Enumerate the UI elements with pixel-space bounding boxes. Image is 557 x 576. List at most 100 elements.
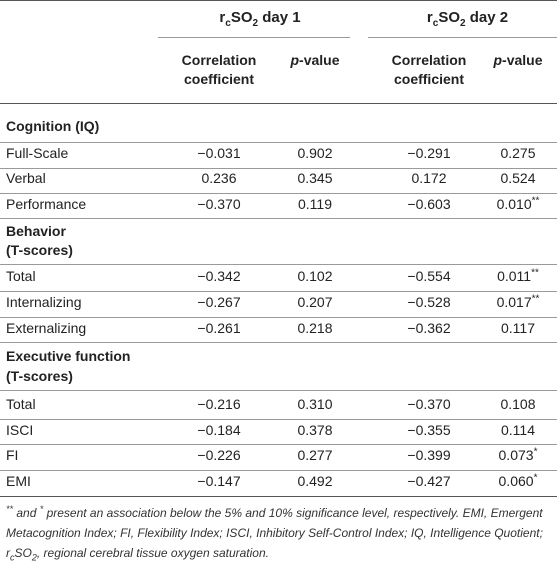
p-day1-value: 0.277 bbox=[297, 447, 333, 463]
header-bottom-rule bbox=[0, 103, 557, 104]
corr-day2-value: −0.362 bbox=[407, 320, 451, 336]
p-day2-number: 0.114 bbox=[501, 422, 535, 438]
footnote-sub1: c bbox=[10, 552, 15, 563]
footnote-text3: , regional cerebral tissue oxygen satura… bbox=[36, 546, 269, 560]
p-day2-number: 0.060 bbox=[498, 473, 534, 489]
section-title-executive-sub: (T-scores) bbox=[6, 368, 73, 384]
p-day2-number: 0.117 bbox=[501, 320, 535, 336]
footnote-mark2: * bbox=[39, 504, 44, 514]
row-label: FI bbox=[6, 447, 19, 463]
row-label: Externalizing bbox=[6, 320, 87, 336]
row-rule bbox=[0, 444, 557, 445]
group-header-day2: rcSO2 day 2 bbox=[385, 8, 550, 29]
group2-mid: SO bbox=[438, 9, 460, 26]
p-day2-number: 0.275 bbox=[500, 145, 536, 161]
row-rule bbox=[0, 419, 557, 420]
p-day1-value: 0.378 bbox=[297, 422, 333, 438]
p-day2-value: 0.524 bbox=[482, 170, 554, 187]
section-title-behavior-sub: (T-scores) bbox=[6, 242, 73, 258]
row-rule bbox=[0, 193, 557, 194]
significance-mark: * bbox=[533, 472, 538, 484]
p-day1-value: 0.902 bbox=[297, 145, 333, 161]
p-day2-prefix: p bbox=[493, 52, 503, 68]
footnote-mark1: ** bbox=[6, 504, 14, 514]
p-day1-value: 0.102 bbox=[297, 268, 333, 284]
corr-day2-value: −0.554 bbox=[407, 268, 451, 284]
p-day2-value: 0.275 bbox=[482, 145, 554, 162]
bottom-rule bbox=[0, 496, 557, 497]
section-title-cognition: Cognition (IQ) bbox=[6, 118, 100, 134]
col-header-corr-day2: Correlation coefficient bbox=[368, 51, 490, 89]
section-title-behavior: Behavior bbox=[6, 223, 66, 239]
col-header-p-day2: p-value bbox=[482, 51, 554, 70]
p-day2-value: 0.117 bbox=[482, 320, 554, 337]
corr-day1-value: −0.342 bbox=[197, 268, 241, 284]
corr-day1-value: −0.226 bbox=[197, 447, 241, 463]
corr-day1-value: −0.031 bbox=[197, 145, 241, 161]
row-label: ISCI bbox=[6, 422, 34, 438]
group1-mid: SO bbox=[230, 9, 253, 26]
row-label: Total bbox=[6, 268, 36, 284]
row-label: Performance bbox=[6, 196, 87, 212]
p-day2-number: 0.011 bbox=[497, 268, 532, 284]
footnote-text2: SO bbox=[14, 546, 32, 560]
group1-pre: r bbox=[219, 9, 226, 26]
group2-sub2: 2 bbox=[460, 18, 466, 29]
p-day1-value: 0.119 bbox=[298, 196, 332, 212]
p-day1-value: 0.345 bbox=[297, 170, 333, 186]
p-day1-value: 0.218 bbox=[297, 320, 333, 336]
p-day2-number: 0.010 bbox=[496, 196, 532, 212]
corr-day1-line1: Correlation bbox=[181, 52, 257, 68]
p-day1-value: 0.492 bbox=[297, 473, 333, 489]
p-day2-number: 0.524 bbox=[500, 170, 536, 186]
corr-day1-value: 0.236 bbox=[201, 170, 237, 186]
corr-day2-value: −0.427 bbox=[407, 473, 451, 489]
group2-post: day 2 bbox=[465, 9, 509, 26]
corr-day1-value: −0.184 bbox=[197, 422, 241, 438]
corr-day2-value: −0.291 bbox=[407, 145, 451, 161]
corr-day2-value: −0.355 bbox=[407, 422, 451, 438]
p-day2-value: 0.108 bbox=[482, 396, 554, 413]
corr-day2-line2: coefficient bbox=[393, 71, 464, 87]
group2-sub: c bbox=[432, 18, 439, 29]
col-header-p-day1: p-value bbox=[280, 51, 350, 70]
footnote-text1: present an association below the 5% and … bbox=[6, 506, 543, 560]
row-label: Full-Scale bbox=[6, 145, 69, 161]
group1-rule bbox=[158, 37, 350, 38]
col-header-corr-day1: Correlation coefficient bbox=[158, 51, 280, 89]
corr-day1-value: −0.261 bbox=[197, 320, 241, 336]
significance-mark: ** bbox=[531, 293, 540, 305]
p-day2-number: 0.017 bbox=[496, 294, 532, 310]
footnote-sub2: 2 bbox=[31, 552, 37, 563]
significance-mark: ** bbox=[531, 267, 539, 279]
significance-mark: ** bbox=[531, 195, 540, 207]
footnote-and: and bbox=[13, 506, 40, 520]
group2-rule bbox=[368, 37, 557, 38]
corr-day1-line2: coefficient bbox=[183, 71, 254, 87]
p-day2-number: 0.108 bbox=[500, 396, 536, 412]
row-rule bbox=[0, 342, 557, 343]
p-day2-suffix: -value bbox=[502, 52, 543, 68]
row-label: Internalizing bbox=[6, 294, 82, 310]
group1-sub: c bbox=[225, 18, 231, 29]
row-label: EMI bbox=[6, 473, 31, 489]
p-day2-value: 0.060* bbox=[482, 473, 554, 490]
group2-pre: r bbox=[426, 9, 433, 26]
corr-day2-value: −0.603 bbox=[407, 196, 451, 212]
corr-day2-value: 0.172 bbox=[411, 170, 447, 186]
p-day2-value: 0.010** bbox=[482, 196, 554, 213]
row-rule bbox=[0, 168, 557, 169]
significance-mark: * bbox=[533, 446, 538, 458]
row-label: Verbal bbox=[6, 170, 46, 186]
section-title-executive: Executive function bbox=[6, 348, 131, 364]
row-rule bbox=[0, 142, 557, 143]
corr-day1-value: −0.370 bbox=[197, 196, 241, 212]
row-rule bbox=[0, 218, 557, 219]
row-label: Total bbox=[6, 396, 36, 412]
p-day1-prefix: p bbox=[290, 52, 300, 68]
corr-day2-value: −0.370 bbox=[407, 396, 451, 412]
p-day2-number: 0.073 bbox=[498, 447, 534, 463]
row-rule bbox=[0, 470, 557, 471]
row-rule bbox=[0, 390, 557, 391]
